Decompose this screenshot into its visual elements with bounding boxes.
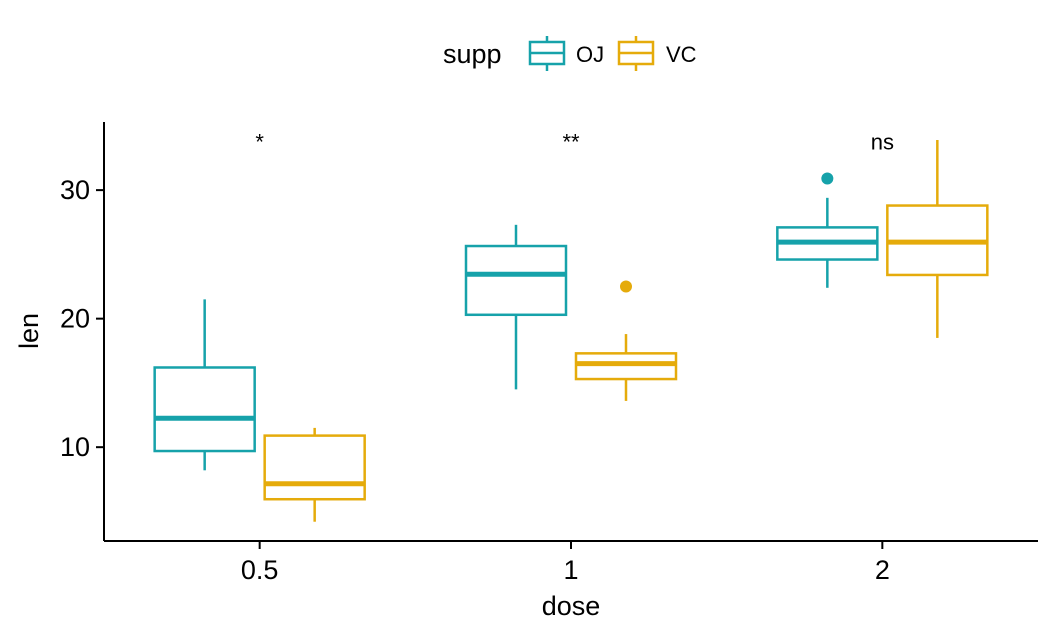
x-tick-label: 2 xyxy=(875,555,890,585)
y-tick-label: 30 xyxy=(60,175,90,205)
legend-title: supp xyxy=(443,39,502,69)
significance-label: ** xyxy=(562,129,580,154)
iqr-box xyxy=(153,366,256,453)
box-vc-1 xyxy=(574,280,678,401)
significance-label: ns xyxy=(871,129,894,154)
outlier-point xyxy=(620,280,632,293)
legend: supp OJ VC xyxy=(443,36,697,71)
significance-label: * xyxy=(255,129,264,154)
iqr-box xyxy=(263,434,366,501)
series-oj xyxy=(153,172,879,471)
box-oj-2 xyxy=(776,172,879,288)
x-axis-title: dose xyxy=(542,591,601,621)
legend-key-oj xyxy=(528,36,566,71)
box-series xyxy=(153,139,989,522)
y-tick-label: 20 xyxy=(60,304,90,334)
iqr-box xyxy=(464,244,568,317)
box-vc-0.5 xyxy=(263,427,366,522)
box-oj-1 xyxy=(464,224,568,390)
y-tick-label: 10 xyxy=(60,432,90,462)
series-vc xyxy=(263,139,989,522)
legend-label-vc: VC xyxy=(666,42,697,67)
box-vc-2 xyxy=(886,139,989,338)
y-axis-ticks: 10 20 30 xyxy=(60,175,104,462)
iqr-box xyxy=(574,352,678,381)
x-axis-ticks: 0.5 1 2 xyxy=(241,541,890,585)
legend-label-oj: OJ xyxy=(576,42,604,67)
x-tick-label: 0.5 xyxy=(241,555,279,585)
y-axis-title: len xyxy=(14,313,44,349)
legend-key-vc xyxy=(617,36,655,71)
outlier-point xyxy=(821,172,834,185)
box-oj-0.5 xyxy=(153,299,256,471)
significance-annotations: * ** ns xyxy=(255,129,894,154)
x-tick-label: 1 xyxy=(563,555,578,585)
